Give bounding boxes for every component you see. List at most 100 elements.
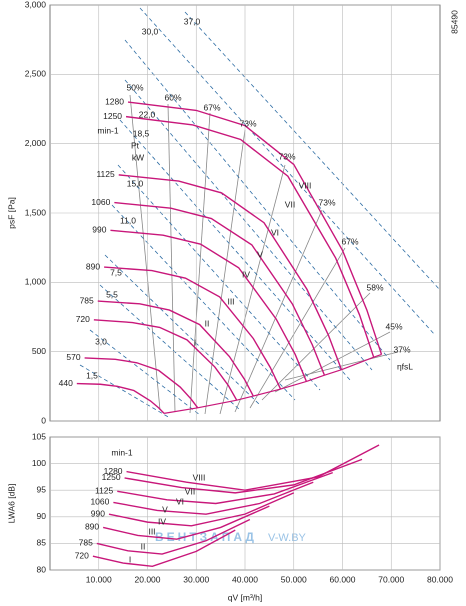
y-tick-label: 1,000 bbox=[25, 277, 47, 287]
series-label: 990 bbox=[92, 225, 106, 235]
series-label: 720 bbox=[75, 550, 89, 560]
power-line bbox=[89, 329, 201, 416]
y-tick-label: 2,500 bbox=[25, 69, 47, 79]
series-line bbox=[92, 529, 236, 567]
annotation: 7,5 bbox=[110, 267, 122, 277]
annotation: 18,5 bbox=[133, 128, 150, 138]
power-line bbox=[184, 11, 441, 291]
series-line bbox=[84, 357, 199, 409]
series-label: 570 bbox=[66, 352, 80, 362]
efficiency-line bbox=[274, 331, 391, 393]
y-tick-label: 90 bbox=[37, 511, 47, 521]
y-tick-label: 100 bbox=[32, 458, 46, 468]
annotation: min-1 bbox=[97, 125, 119, 135]
annotation: kW bbox=[132, 152, 144, 162]
power-line bbox=[119, 119, 351, 381]
annotation: III bbox=[227, 296, 234, 306]
efficiency-line bbox=[129, 94, 161, 411]
efficiency-line bbox=[189, 112, 211, 414]
y-tick-label: 2,000 bbox=[25, 138, 47, 148]
annotation: 67% bbox=[341, 236, 358, 246]
y-tick-label: 500 bbox=[32, 346, 46, 356]
annotation: 37,0 bbox=[184, 16, 201, 26]
series-label: 720 bbox=[76, 314, 90, 324]
figure-code: 85490 bbox=[449, 10, 459, 34]
series-line bbox=[125, 115, 375, 358]
annotation: 5,5 bbox=[106, 289, 118, 299]
power-line bbox=[99, 284, 241, 411]
x-axis-label: qV [m³/h] bbox=[228, 592, 262, 602]
efficiency-line bbox=[234, 209, 323, 413]
y-axis-label: LWA6 [dB] bbox=[6, 484, 16, 524]
power-line bbox=[117, 164, 321, 391]
annotation: VII bbox=[185, 486, 195, 496]
series-label: 1280 bbox=[105, 96, 124, 106]
series-label: 440 bbox=[59, 378, 73, 388]
watermark: ВЕНТЗАПАД bbox=[155, 530, 257, 544]
annotation: I bbox=[129, 554, 131, 564]
series-line bbox=[126, 444, 380, 491]
y-tick-label: 85 bbox=[37, 538, 47, 548]
power-line bbox=[139, 7, 436, 336]
series-line bbox=[108, 492, 295, 527]
series-label: 890 bbox=[85, 522, 99, 532]
x-tick-label: 70.000 bbox=[378, 574, 404, 584]
annotation: 73% bbox=[278, 151, 295, 161]
series-label: 1280 bbox=[104, 466, 123, 476]
series-line bbox=[117, 471, 333, 505]
y-tick-label: 105 bbox=[32, 431, 46, 441]
power-line bbox=[124, 79, 373, 371]
annotation: ηfsL bbox=[397, 361, 413, 371]
efficiency-line bbox=[219, 164, 286, 415]
y-tick-label: 95 bbox=[37, 484, 47, 494]
x-tick-label: 30.000 bbox=[183, 574, 209, 584]
x-tick-label: 80.000 bbox=[427, 574, 453, 584]
series-line bbox=[118, 174, 343, 370]
series-label: 1060 bbox=[90, 497, 109, 507]
series-label: 890 bbox=[86, 261, 100, 271]
series-label: 785 bbox=[79, 538, 93, 548]
annotation: 22,0 bbox=[139, 109, 156, 119]
series-label: 990 bbox=[91, 508, 105, 518]
power-line bbox=[111, 204, 296, 401]
annotation: II bbox=[205, 318, 210, 328]
annotation: 50% bbox=[126, 82, 143, 92]
series-label: 1125 bbox=[96, 169, 115, 179]
power-line bbox=[79, 364, 171, 419]
y-tick-label: 0 bbox=[41, 415, 46, 425]
annotation: IV bbox=[158, 516, 166, 526]
annotation: II bbox=[141, 541, 146, 551]
annotation: 45% bbox=[385, 321, 402, 331]
series-line bbox=[114, 201, 326, 376]
series-label: 1250 bbox=[103, 111, 122, 121]
annotation: VIII bbox=[193, 472, 206, 482]
series-label: 1250 bbox=[102, 472, 121, 482]
series-line bbox=[113, 481, 314, 515]
efficiency-line bbox=[167, 103, 176, 413]
series-label: 785 bbox=[80, 295, 94, 305]
y-tick-label: 3,000 bbox=[25, 0, 47, 9]
series-line bbox=[102, 505, 270, 540]
annotation: I bbox=[194, 337, 196, 347]
series-label: 1060 bbox=[91, 197, 110, 207]
x-tick-label: 60.000 bbox=[330, 574, 356, 584]
annotation: VIII bbox=[299, 180, 312, 190]
annotation: 3,0 bbox=[95, 336, 107, 346]
y-axis-label: psF [Pa] bbox=[6, 197, 16, 229]
annotation: V bbox=[257, 249, 263, 259]
series-line bbox=[76, 382, 165, 414]
series-line bbox=[104, 266, 282, 390]
annotation: 37% bbox=[393, 344, 410, 354]
x-tick-label: 40.000 bbox=[232, 574, 258, 584]
annotation: III bbox=[148, 526, 155, 536]
annotation: min-1 bbox=[111, 447, 133, 457]
watermark: V-W.BY bbox=[268, 532, 307, 544]
series-line bbox=[96, 518, 251, 555]
series-line bbox=[127, 101, 383, 355]
annotation: VII bbox=[285, 199, 295, 209]
efficiency-line bbox=[261, 292, 371, 401]
series-label: 1125 bbox=[95, 486, 114, 496]
annotation: 30,0 bbox=[142, 26, 159, 36]
